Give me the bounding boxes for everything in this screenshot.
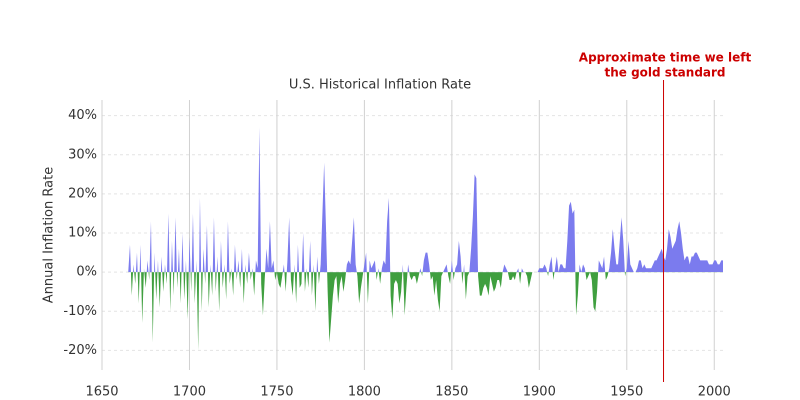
x-tick-label: 1900	[523, 385, 556, 400]
y-tick-label: 30%	[68, 147, 97, 162]
x-tick-label: 1950	[610, 385, 643, 400]
y-axis-label: Annual Inflation Rate	[42, 167, 57, 303]
x-tick-label: 1850	[435, 385, 468, 400]
y-tick-label: -20%	[63, 343, 97, 358]
x-tick-label: 2000	[698, 385, 731, 400]
y-tick-label: 10%	[68, 226, 97, 241]
y-tick-label: 0%	[76, 265, 97, 280]
x-tick-label: 1650	[85, 385, 118, 400]
y-tick-label: 40%	[68, 108, 97, 123]
x-tick-label: 1750	[260, 385, 293, 400]
chart-title: U.S. Historical Inflation Rate	[289, 78, 471, 93]
y-tick-label: 20%	[68, 186, 97, 201]
area-negative	[128, 272, 723, 351]
x-tick-label: 1700	[173, 385, 206, 400]
y-tick-label: -10%	[63, 304, 97, 319]
x-tick-label: 1800	[348, 385, 381, 400]
annotation-text: the gold standard	[604, 66, 725, 80]
area-positive	[128, 127, 723, 273]
annotation-text: Approximate time we left	[579, 51, 752, 65]
